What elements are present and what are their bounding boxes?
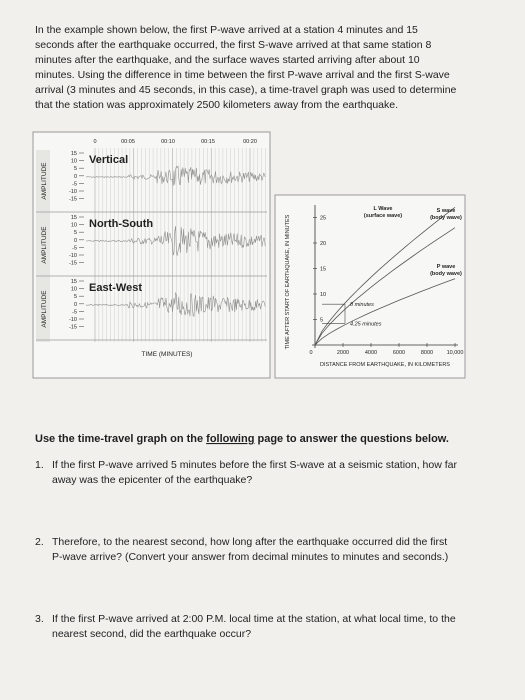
question-number: 1. [35,459,44,471]
instruction-text: page to answer the questions below. [254,433,449,445]
intro-line: seconds after the earthquake occurred, t… [35,39,431,51]
seismogram: 0 00:05 00:10 00:15 00:20AMPLITUDE151050-5-1… [36,139,267,342]
intro-line: minutes after the earthquake, and the su… [35,54,420,66]
amplitude-tick-label: 15 [71,279,77,285]
amplitude-tick-label: 15 [71,215,77,221]
amplitude-tick-label: -5 [72,309,77,315]
y-tick-label: 15 [320,267,326,273]
amplitude-tick-label: -15 [69,325,77,331]
travel-curve [314,278,456,346]
amplitude-tick-label: -15 [69,261,77,267]
curve-note: (body wave) [430,215,462,221]
curve-note: (surface wave) [364,213,402,219]
curve-note: (body wave) [430,271,462,277]
seismogram-x-label: TIME (MINUTES) [142,351,193,358]
question-line: nearest second, did the earthquake occur… [52,628,251,640]
seismic-trace [85,225,266,256]
x-tick-label: 0 [309,350,312,356]
seismic-trace [85,165,266,186]
amplitude-tick-label: 5 [74,294,77,300]
y-tick-label: 25 [320,216,326,222]
annotation: 8 minutes [350,302,374,308]
question-number: 2. [35,536,44,548]
amplitude-tick-label: 0 [74,174,77,180]
amplitude-tick-label: -5 [72,245,77,251]
intro-line: arrival (3 minutes and 45 seconds, in th… [35,84,457,96]
label-column [36,150,50,342]
intro: In the example shown below, the first P-… [35,24,457,111]
graph-y-label: TIME AFTER START OF EARTHQUAKE, IN MINUT… [285,214,291,349]
intro-line: In the example shown below, the first P-… [35,24,418,36]
x-tick-label: 6000 [393,350,405,356]
question-line: away was the epicenter of the earthquake… [52,474,252,486]
x-tick-label: 4000 [365,350,377,356]
amplitude-tick-label: -5 [72,181,77,187]
question-number: 3. [35,613,44,625]
intro-line: minutes. Using the difference in time be… [35,69,450,81]
amplitude-tick-label: 10 [71,159,77,165]
y-tick-label: 10 [320,292,326,298]
curve-name: L Wave [374,206,393,212]
amplitude-tick-label: 5 [74,230,77,236]
panel-title: East-West [89,282,142,294]
travel-curve [314,206,456,346]
time-tick-label: 00:20 [243,139,257,145]
amplitude-label: AMPLITUDE [41,290,48,328]
amplitude-tick-label: -10 [69,189,77,195]
curve-name: S wave [437,208,456,214]
question-line: If the first P-wave arrived at 2:00 P.M.… [52,613,456,625]
travel-curve [314,227,456,346]
time-tick-label: 00:15 [201,139,215,145]
instruction: Use the time-travel graph on the followi… [35,433,449,445]
time-tick-label: 00:05 [121,139,135,145]
questions: 1. If the first P-wave arrived 5 minutes … [35,459,457,640]
y-tick-label: 5 [320,318,323,324]
amplitude-tick-label: -10 [69,317,77,323]
instruction-text: Use the time-travel graph on the [35,433,206,445]
intro-line: that the station was approximately 2500 … [35,99,398,111]
panel-title: Vertical [89,154,128,166]
amplitude-tick-label: 0 [74,302,77,308]
amplitude-tick-label: 0 [74,238,77,244]
graph-x-label: DISTANCE FROM EARTHQUAKE, IN KILOMETERS [320,362,450,368]
travel-graph: 5 10 15 20 25 0 2000 4000 6000 8000 10,000 L Wave(s… [309,205,463,356]
amplitude-tick-label: 10 [71,287,77,293]
amplitude-tick-label: 5 [74,166,77,172]
seismic-trace [85,291,266,317]
time-tick-label: 0 [93,139,96,145]
amplitude-label: AMPLITUDE [41,162,48,200]
question-line: P-wave arrive? (Convert your answer from… [52,551,448,563]
y-tick-label: 20 [320,241,326,247]
amplitude-label: AMPLITUDE [41,226,48,264]
question-line: Therefore, to the nearest second, how lo… [52,536,447,548]
time-tick-label: 00:10 [161,139,175,145]
x-tick-label: 2000 [337,350,349,356]
annotation: 4.25 minutes [350,321,382,327]
panel-title: North-South [89,218,153,230]
x-tick-label: 8000 [421,350,433,356]
amplitude-tick-label: -10 [69,253,77,259]
amplitude-tick-label: 10 [71,223,77,229]
x-tick-label: 10,000 [447,350,464,356]
instruction-link: following [206,433,254,445]
amplitude-tick-label: -15 [69,197,77,203]
amplitude-tick-label: 15 [71,151,77,157]
question-line: If the first P-wave arrived 5 minutes be… [52,459,457,471]
curve-name: P wave [437,264,456,270]
